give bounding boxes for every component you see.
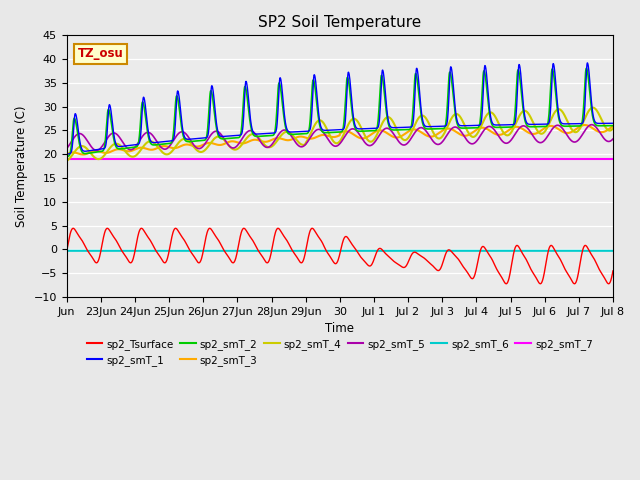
sp2_smT_4	[609, 126, 617, 132]
sp2_smT_2	[574, 123, 582, 129]
sp2_Tsurface	[609, 268, 617, 274]
sp2_smT_7	[73, 156, 81, 162]
Legend: sp2_Tsurface, sp2_smT_1, sp2_smT_2, sp2_smT_3, sp2_smT_4, sp2_smT_5, sp2_smT_6, : sp2_Tsurface, sp2_smT_1, sp2_smT_2, sp2_…	[83, 335, 597, 370]
sp2_smT_4	[73, 146, 81, 152]
Text: TZ_osu: TZ_osu	[77, 47, 124, 60]
Line: sp2_smT_5: sp2_smT_5	[67, 125, 613, 150]
Line: sp2_smT_1: sp2_smT_1	[67, 63, 613, 154]
sp2_smT_3	[574, 125, 582, 131]
sp2_smT_2	[609, 123, 617, 129]
sp2_smT_5	[342, 131, 350, 137]
sp2_Tsurface	[161, 260, 168, 266]
sp2_smT_1	[73, 117, 81, 122]
Line: sp2_smT_4: sp2_smT_4	[67, 108, 613, 161]
sp2_Tsurface	[574, 272, 582, 277]
sp2_smT_3	[310, 135, 318, 141]
sp2_smT_3	[161, 143, 168, 149]
sp2_smT_4	[342, 126, 350, 132]
Title: SP2 Soil Temperature: SP2 Soil Temperature	[258, 15, 421, 30]
sp2_smT_6	[73, 248, 81, 253]
sp2_smT_6	[63, 248, 70, 253]
sp2_smT_1	[342, 106, 350, 112]
sp2_smT_4	[63, 158, 70, 164]
sp2_smT_7	[342, 156, 350, 162]
sp2_smT_2	[161, 141, 168, 147]
sp2_smT_2	[582, 65, 590, 71]
sp2_smT_5	[73, 132, 81, 137]
Line: sp2_smT_3: sp2_smT_3	[67, 125, 613, 155]
Line: sp2_Tsurface: sp2_Tsurface	[67, 228, 613, 284]
sp2_smT_5	[161, 146, 168, 152]
sp2_smT_1	[310, 75, 317, 81]
sp2_smT_1	[584, 60, 591, 66]
sp2_smT_7	[439, 156, 447, 162]
sp2_smT_3	[440, 127, 447, 133]
sp2_smT_3	[73, 150, 81, 156]
sp2_Tsurface	[63, 248, 70, 254]
sp2_smT_6	[161, 248, 168, 253]
Line: sp2_smT_2: sp2_smT_2	[67, 68, 613, 156]
sp2_smT_7	[310, 156, 317, 162]
sp2_smT_5	[93, 147, 100, 153]
sp2_Tsurface	[104, 226, 111, 231]
sp2_smT_6	[310, 248, 317, 253]
sp2_smT_4	[310, 124, 317, 130]
sp2_smT_7	[63, 156, 70, 162]
sp2_smT_6	[342, 248, 350, 253]
sp2_smT_6	[439, 248, 447, 253]
sp2_smT_3	[63, 151, 70, 157]
sp2_smT_4	[161, 151, 168, 156]
sp2_smT_1	[439, 123, 447, 129]
sp2_smT_3	[609, 123, 617, 129]
Y-axis label: Soil Temperature (C): Soil Temperature (C)	[15, 106, 28, 227]
sp2_smT_2	[73, 125, 81, 131]
sp2_smT_5	[609, 136, 617, 142]
sp2_smT_5	[574, 137, 582, 143]
X-axis label: Time: Time	[325, 322, 355, 335]
sp2_smT_2	[342, 85, 350, 91]
sp2_smT_3	[342, 129, 350, 134]
sp2_smT_6	[574, 248, 582, 253]
sp2_smT_1	[161, 139, 168, 144]
sp2_smT_7	[574, 156, 582, 162]
sp2_smT_3	[79, 152, 87, 157]
sp2_smT_5	[310, 130, 318, 135]
sp2_Tsurface	[440, 258, 447, 264]
sp2_smT_4	[439, 132, 447, 138]
sp2_smT_3	[581, 122, 589, 128]
sp2_smT_5	[588, 122, 596, 128]
sp2_smT_6	[609, 248, 617, 253]
sp2_Tsurface	[605, 281, 612, 287]
sp2_Tsurface	[342, 234, 350, 240]
sp2_smT_1	[63, 151, 70, 157]
sp2_smT_4	[574, 128, 582, 134]
sp2_smT_2	[439, 126, 447, 132]
sp2_smT_2	[63, 154, 70, 159]
sp2_Tsurface	[310, 227, 318, 233]
sp2_smT_5	[440, 137, 447, 143]
sp2_smT_1	[609, 120, 617, 126]
sp2_smT_5	[63, 145, 70, 151]
sp2_smT_7	[161, 156, 168, 162]
sp2_smT_4	[589, 105, 596, 110]
sp2_smT_2	[310, 78, 317, 84]
sp2_smT_7	[609, 156, 617, 162]
sp2_Tsurface	[73, 230, 81, 236]
sp2_smT_1	[574, 121, 582, 127]
